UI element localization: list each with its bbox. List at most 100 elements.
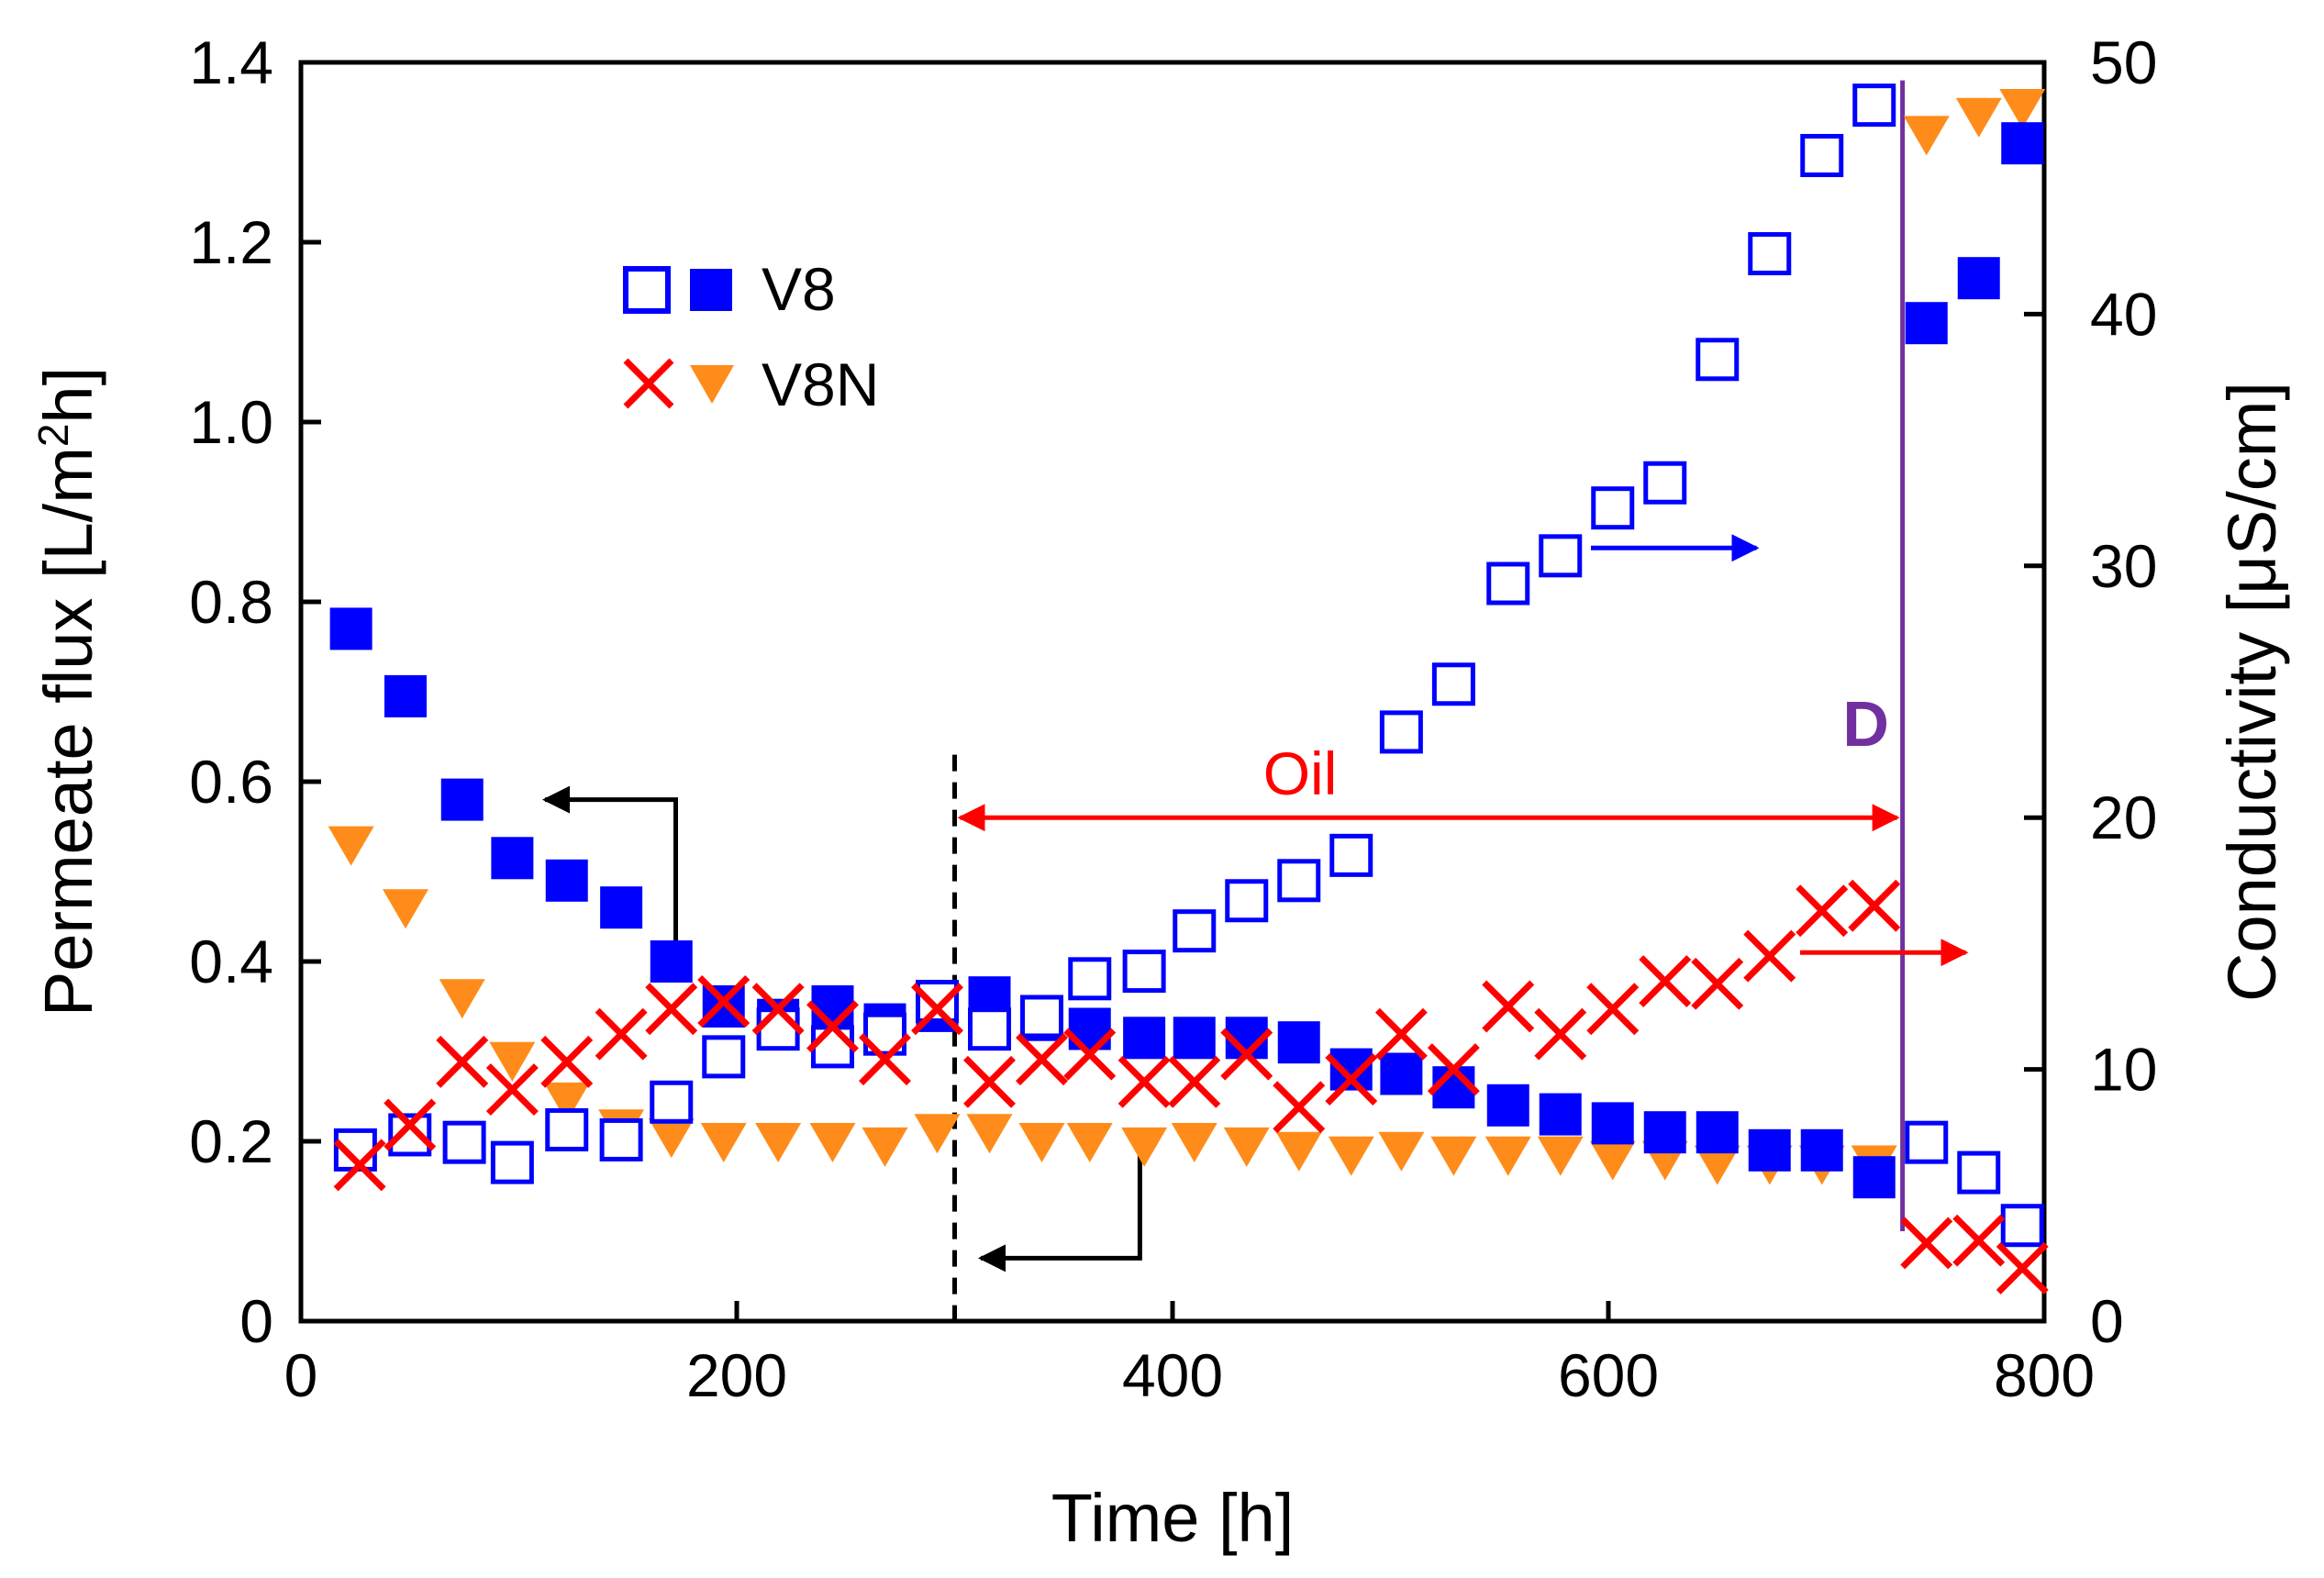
filled-square-point [1380,1052,1423,1095]
x-tick-label: 800 [1994,1341,2095,1409]
legend-open-square-blue-icon [623,266,671,314]
triangle-point [1018,1123,1065,1162]
cross-point [751,983,805,1036]
cross-point [595,1007,648,1061]
filled-square-point [1748,1128,1791,1172]
triangle-point [914,1114,961,1154]
triangle-point [543,1082,590,1122]
open-square-point [490,1140,534,1184]
open-square-point [1225,879,1269,923]
cross-point [485,1063,539,1117]
cross-point [911,983,963,1036]
d-label: D [1842,688,1889,760]
filled-square-point [1277,1021,1320,1064]
cross-point [1848,879,1901,932]
cross-point [1639,955,1692,1008]
y-right-tick-label: 40 [2090,280,2157,348]
filled-square-point [2001,122,2044,165]
triangle-point [1589,1140,1636,1181]
axis-ticks: 0 200 400 600 80000.20.40.60.81.01.21.401020… [189,28,2157,1409]
cross-point [1374,1007,1428,1061]
cross-point [1168,1055,1221,1108]
x-tick-label: 400 [1122,1341,1223,1409]
open-square-point [1277,859,1321,903]
cross-point [1996,1241,2049,1295]
cross-point [1325,1053,1378,1106]
filled-square-point [1696,1111,1739,1154]
filled-square-point [1486,1083,1529,1127]
open-square-point [1905,1120,1949,1164]
open-square-point [650,1080,694,1124]
y-left-tick-label: 1.0 [189,388,273,456]
y-right-tick-label: 50 [2090,28,2157,96]
y-left-tick-label: 0 [239,1287,273,1355]
filled-square-point [491,837,534,880]
open-square-point [1379,710,1423,754]
open-square-point [1852,83,1896,128]
cross-point [1534,1007,1587,1061]
cross-point [1118,1055,1171,1108]
cross-point [806,1000,859,1053]
open-square-point [1748,232,1792,276]
triangle-point [328,826,374,866]
filled-square-point [545,859,588,902]
open-square-point [1020,995,1063,1039]
legend: V8 V8N [623,255,879,418]
oil-label: Oil [1263,739,1338,807]
open-square-point [2000,1204,2044,1248]
y-left-tick-label: 0.6 [189,748,273,816]
y-left-title-main: Permeate flux [L/m [30,447,106,1017]
cross-point [1586,983,1640,1036]
legend-triangle-orange-icon [690,365,734,404]
open-square-point [1329,833,1373,877]
cross-point [963,1055,1016,1108]
y-left-tick-label: 1.4 [189,28,273,96]
x-tick-label: 0 [284,1341,318,1409]
cross-point [859,1033,911,1086]
triangle-point [700,1123,747,1162]
y-left-tick-label: 1.2 [189,208,273,276]
triangle-point [1955,97,2002,138]
open-square-point [1957,1150,2001,1195]
filled-square-point [1539,1093,1582,1136]
y-left-tick-label: 0.8 [189,568,273,636]
open-square-point [1800,134,1844,178]
cross-point [1273,1081,1326,1134]
triangle-point [809,1123,856,1162]
triangle-point [1121,1127,1168,1167]
series-v8-conductivity [333,83,2044,1248]
filled-square-point [1329,1048,1373,1091]
cross-point [1220,1028,1273,1081]
triangle-point [1223,1127,1270,1167]
series-v8-permeate-flux [329,122,2044,1199]
y-left-title-sup: 2 [29,424,77,448]
legend-filled-square-blue-icon [690,269,732,311]
y-right-tick-label: 30 [2090,532,2157,600]
triangle-point [1430,1136,1477,1176]
triangle-point [1066,1123,1113,1162]
x-tick-label: 600 [1558,1341,1659,1409]
y-axis-right-title: Conductivity [μS/cm] [2214,382,2290,1002]
legend-label-v8n: V8N [762,350,879,418]
cross-point [645,983,698,1036]
triangle-point [1484,1136,1531,1176]
y-left-tick-label: 0.2 [189,1107,273,1175]
open-square-point [1486,561,1530,606]
triangle-point [1537,1136,1584,1176]
triangle-point [648,1118,695,1159]
triangle-point [1275,1131,1322,1172]
filled-square-point [1591,1102,1634,1145]
triangle-point [439,979,485,1019]
cross-point [333,1139,386,1192]
y-right-tick-label: 10 [2090,1036,2157,1104]
filled-square-point [1123,1017,1166,1060]
triangle-point [1999,89,2046,128]
triangle-point [755,1123,802,1162]
open-square-point [1539,534,1583,578]
open-square-point [1122,950,1166,994]
triangle-point [1694,1145,1740,1185]
triangle-point [1171,1123,1218,1162]
open-square-point [968,1007,1011,1051]
filled-square-point [384,674,427,717]
